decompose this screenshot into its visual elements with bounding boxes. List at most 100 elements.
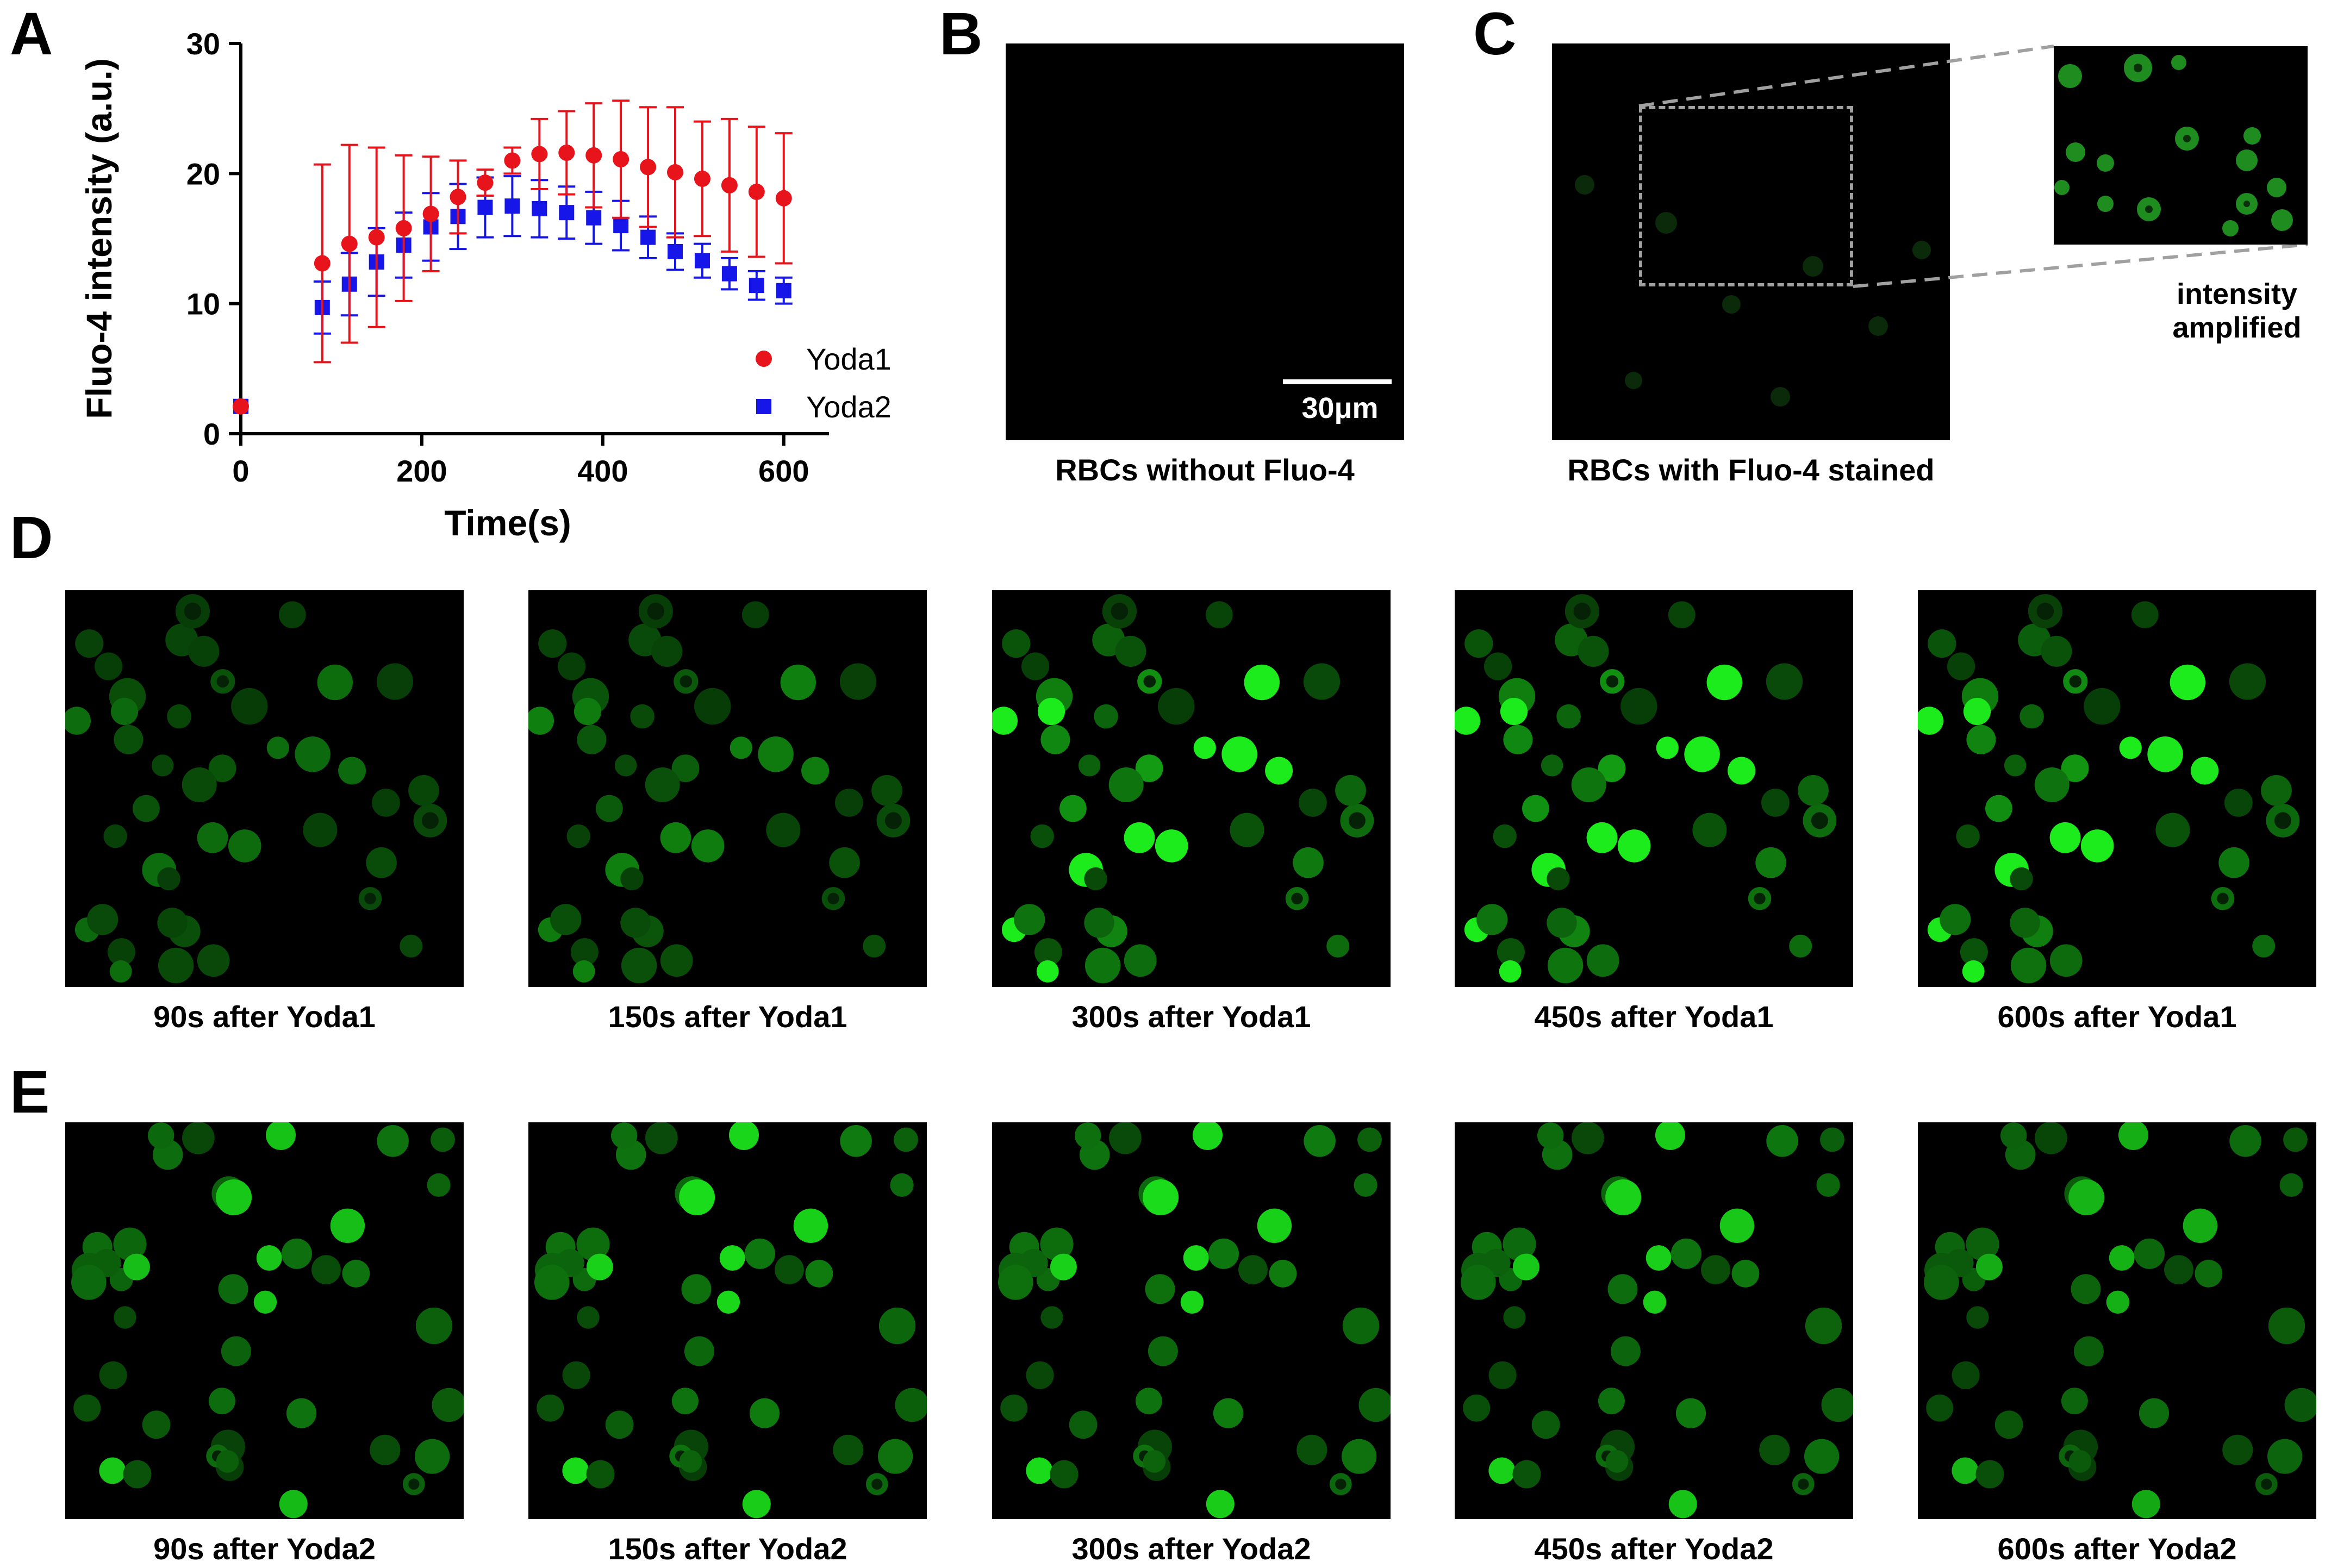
rbc-cell xyxy=(538,629,567,658)
rbc-cell xyxy=(577,1306,600,1329)
yoda1-image-5 xyxy=(1918,590,2316,987)
rbc-cell xyxy=(221,1336,251,1366)
rbc-cell xyxy=(1354,1173,1377,1197)
rbc-cell xyxy=(1244,664,1280,701)
rbc-cell xyxy=(586,1460,615,1489)
rbc-cell xyxy=(645,767,680,802)
yoda2-caption-5: 600s after Yoda2 xyxy=(1997,1532,2237,1566)
rbc-cell xyxy=(1269,1259,1297,1288)
rbc-cell xyxy=(1357,1127,1382,1152)
panel-label-d: D xyxy=(10,504,53,571)
rbc-cell xyxy=(1610,1336,1641,1366)
rbc-cell xyxy=(1966,724,1996,754)
yoda1-cells-5 xyxy=(1918,594,2300,984)
rbc-cell xyxy=(1464,629,1493,658)
rbc-cell-center xyxy=(1811,812,1828,829)
rbc-cell xyxy=(719,1245,745,1271)
rbc-cell xyxy=(1069,1410,1098,1439)
rbc-cell xyxy=(1026,1361,1054,1389)
rbc-cell-center xyxy=(680,675,693,688)
rbc-cell xyxy=(2222,1434,2253,1465)
rbc-cell xyxy=(1135,1388,1162,1415)
data-point-yoda1 xyxy=(477,174,494,191)
x-tick-label: 400 xyxy=(577,454,628,488)
rbc-cell xyxy=(114,724,144,754)
rbc-cell xyxy=(660,944,693,977)
rbc-cell xyxy=(749,1398,780,1428)
rbc-cell xyxy=(998,1265,1033,1300)
y-tick-label: 10 xyxy=(186,287,220,321)
rbc-cell-center xyxy=(871,1478,883,1490)
rbc-cell xyxy=(1488,1361,1517,1389)
rbc-cell xyxy=(142,1410,171,1439)
rbc-cell xyxy=(1037,697,1065,726)
zoom-region-box xyxy=(1639,106,1853,286)
rbc-cell xyxy=(691,829,725,863)
rbc-cell xyxy=(1293,847,1324,878)
rbc-cell xyxy=(645,1122,678,1154)
yoda2-image-1 xyxy=(65,1122,464,1519)
y-tick-label: 30 xyxy=(186,27,220,61)
rbc-cell xyxy=(1952,1457,1979,1484)
rbc-cell xyxy=(415,1307,453,1345)
rbc-cell xyxy=(1692,813,1727,847)
rbc-cell xyxy=(730,736,752,759)
rbc-cell xyxy=(231,688,268,725)
rbc-cell-center xyxy=(647,602,665,620)
rbc-cell xyxy=(151,754,174,777)
rbc-cell xyxy=(1205,601,1233,628)
scale-bar xyxy=(1283,379,1392,384)
rbc-cell xyxy=(1257,1208,1292,1243)
rbc-cell xyxy=(1238,1255,1268,1285)
rbc-cell xyxy=(2268,1307,2305,1345)
data-point-yoda2 xyxy=(776,283,791,298)
rbc-cell xyxy=(1668,1490,1697,1519)
rbc-cell xyxy=(1115,635,1146,667)
data-point-yoda2 xyxy=(668,243,683,259)
y-tick-label: 0 xyxy=(203,417,220,451)
rbc-cell xyxy=(1547,947,1584,984)
rbc-cell xyxy=(1342,1307,1380,1345)
inset-connector-lines xyxy=(1638,45,2308,288)
rbc-cell xyxy=(1731,1259,1760,1288)
rbc-cell xyxy=(716,1290,740,1314)
rbc-cell xyxy=(73,1394,101,1422)
rbc-cell xyxy=(256,1245,282,1271)
rbc-cell xyxy=(839,663,877,700)
rbc-cell xyxy=(167,704,191,729)
rbc-cell xyxy=(894,1127,918,1152)
yoda2-caption-2: 150s after Yoda2 xyxy=(608,1532,847,1566)
rbc-cell xyxy=(1766,663,1803,700)
rbc-cell xyxy=(157,908,188,938)
rbc-cell xyxy=(208,754,236,782)
rbc-cell xyxy=(801,757,830,785)
rbc-cell xyxy=(2068,1179,2105,1215)
rbc-cell xyxy=(1706,664,1742,701)
rbc-cell xyxy=(1670,1238,1701,1269)
rbc-cell xyxy=(1537,1122,1564,1149)
rbc-cell xyxy=(295,736,331,772)
rbc-cell xyxy=(158,947,194,984)
legend-label-yoda1: Yoda1 xyxy=(806,342,892,376)
rbc-cell xyxy=(614,754,637,777)
rbc-cell xyxy=(577,724,607,754)
rbc-cell xyxy=(558,652,586,680)
yoda2-caption-4: 450s after Yoda2 xyxy=(1534,1532,1774,1566)
rbc-cell xyxy=(1084,867,1107,891)
yoda1-cells-4 xyxy=(1455,594,1837,984)
rbc-cell xyxy=(87,904,119,935)
rbc-cell xyxy=(2229,663,2266,700)
rbc-cell xyxy=(1030,824,1054,848)
rbc-cell xyxy=(2195,1259,2223,1288)
rbc-cell xyxy=(729,1122,759,1150)
rbc-cell xyxy=(279,1490,308,1519)
data-point-yoda1 xyxy=(368,229,385,246)
rbc-cell xyxy=(1180,1290,1204,1314)
legend-marker-yoda1 xyxy=(756,351,772,367)
rbc-cell xyxy=(372,789,400,817)
rbc-cell xyxy=(182,1122,215,1154)
image-rbcs-without-fluo4: 30μm xyxy=(1006,43,1404,440)
data-point-yoda2 xyxy=(477,199,493,215)
rbc-cell xyxy=(1556,704,1581,729)
rbc-cell xyxy=(110,697,139,726)
